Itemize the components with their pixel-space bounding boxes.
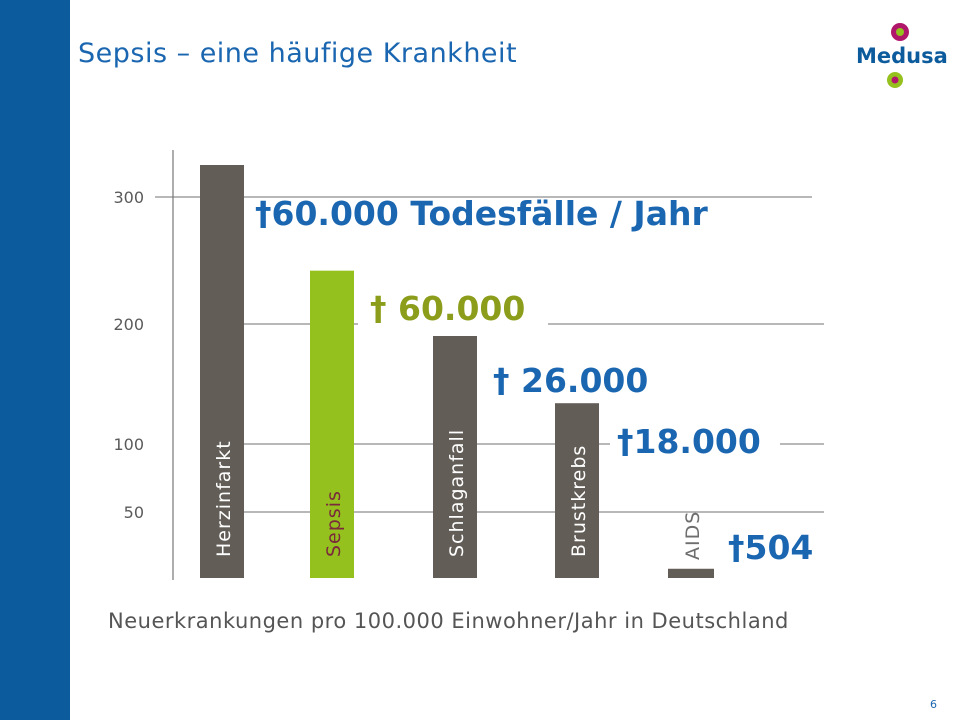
logo-pins <box>887 23 909 88</box>
bar-aids <box>668 568 714 578</box>
slide-title: Sepsis – eine häufige Krankheit <box>78 38 518 69</box>
logo-wordmark: Medusa <box>856 44 948 68</box>
category-label: Schlaganfall <box>446 429 468 557</box>
medusa-logo: Medusa <box>856 20 948 92</box>
chart-caption: Neuerkrankungen pro 100.000 Einwohner/Ja… <box>108 609 789 633</box>
death-label: †60.000 Todesfälle / Jahr <box>255 194 708 233</box>
category-label: Sepsis <box>323 490 345 557</box>
death-label: †504 <box>728 528 813 567</box>
category-label: Brustkrebs <box>568 445 590 557</box>
bar-sepsis <box>310 270 354 578</box>
bar-brustkrebs <box>555 403 599 578</box>
category-label: AIDS <box>682 511 704 560</box>
bar-schlaganfall <box>433 336 477 578</box>
y-tick-label: 100 <box>113 435 144 454</box>
y-tick-label: 50 <box>124 503 144 522</box>
grid-layer <box>155 150 824 580</box>
logo-magenta-pin-center <box>896 28 904 36</box>
bar-layer <box>200 165 714 578</box>
y-tick-label: 300 <box>113 188 144 207</box>
category-label: Herzinfarkt <box>213 440 235 557</box>
side-band <box>0 0 70 720</box>
page-number: 6 <box>930 698 937 711</box>
bar-herzinfarkt <box>200 165 244 578</box>
label-layer: 50 100 200 300 Herzinfarkt †60.000 Todesfälle… <box>113 188 813 567</box>
y-tick-label: 200 <box>113 315 144 334</box>
logo-text: Medusa <box>856 44 948 68</box>
death-label: †18.000 <box>617 422 761 461</box>
death-label: † 26.000 <box>493 361 648 400</box>
death-label: † 60.000 <box>370 289 525 328</box>
logo-green-pin-center <box>891 76 899 84</box>
